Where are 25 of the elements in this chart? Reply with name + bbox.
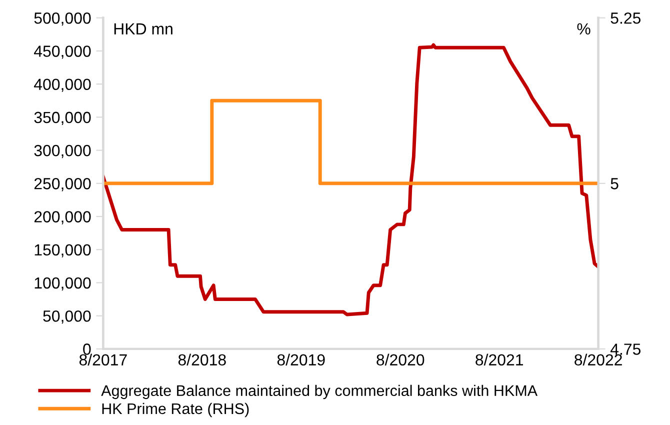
y-tick-label: 200,000: [34, 211, 91, 224]
x-tick-label: 8/2021: [476, 354, 523, 366]
y-tick-label: 250,000: [34, 178, 91, 192]
y-tick-label: 450,000: [34, 46, 91, 59]
y-tick-label: 50,000: [43, 310, 91, 324]
x-tick-label: 8/2019: [277, 354, 325, 366]
y-tick-label: 100,000: [34, 277, 91, 291]
y-tick-label: 300,000: [34, 144, 91, 158]
y2-axis-title: %: [577, 23, 590, 34]
y2-tick-label: 5.25: [610, 12, 641, 24]
legend-label: HK Prime Rate (RHS): [102, 402, 249, 418]
y-axis-title: HKD mn: [114, 23, 172, 34]
y-tick-label: 150,000: [34, 244, 91, 258]
y-tick-label: 400,000: [34, 78, 91, 92]
y-tick-label: 0: [83, 344, 91, 355]
x-tick-label: 8/2022: [574, 354, 622, 366]
y2-tick-label: 4.75: [610, 344, 641, 355]
y-tick-label: 500,000: [34, 12, 91, 26]
legend-label: Aggregate Balance maintained by commercial banks with HKMA: [101, 384, 538, 400]
x-tick-label: 8/2018: [178, 354, 226, 366]
y2-tick-label: 5: [610, 178, 618, 190]
y-tick-label: 350,000: [34, 112, 91, 126]
x-tick-label: 8/2020: [376, 354, 424, 366]
x-tick-label: 8/2017: [79, 354, 127, 366]
line-series: [103, 43, 598, 316]
